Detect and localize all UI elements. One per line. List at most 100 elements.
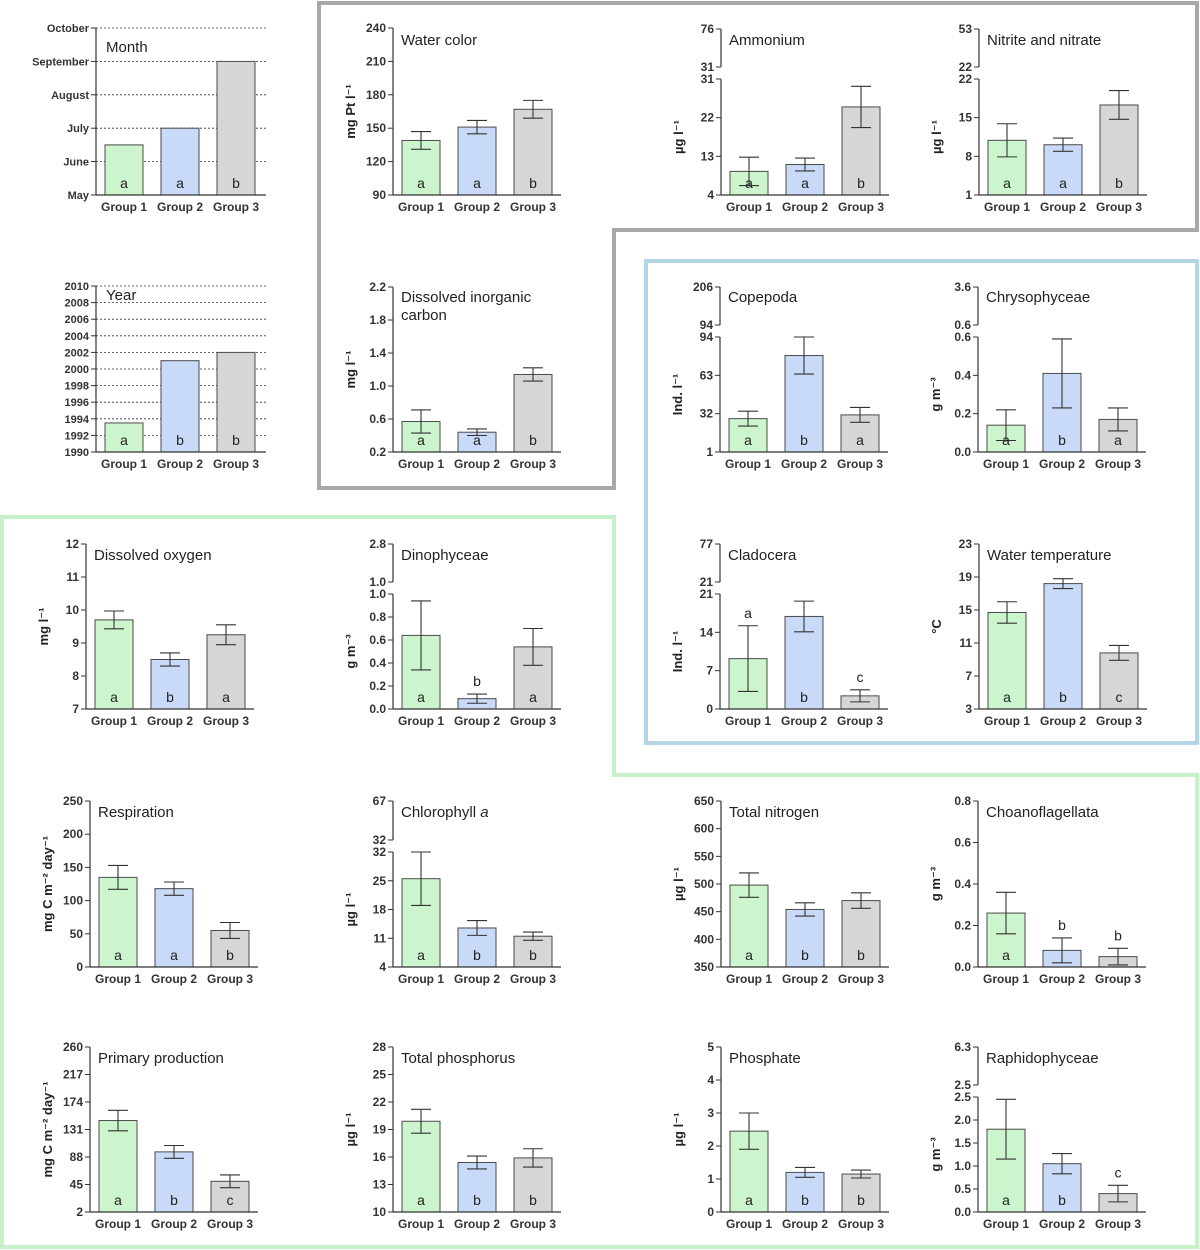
y-tick-label: 500 xyxy=(694,877,714,891)
y-tick-label: 1.4 xyxy=(369,346,386,360)
chart-total-nitrogen: a Group 1 b Group 2 b Group 3 350 400 450 500 550 6… xyxy=(671,794,889,986)
significance-letter: a xyxy=(1114,432,1122,448)
significance-letter: a xyxy=(856,432,864,448)
y-tick-label: 45 xyxy=(70,1178,84,1192)
x-tick-label: Group 3 xyxy=(510,972,556,986)
bar-3 xyxy=(513,108,553,196)
y-tick-label: 10 xyxy=(373,1205,387,1219)
bar-3 xyxy=(210,929,250,968)
bar-3 xyxy=(1099,652,1139,710)
x-tick-label: Group 3 xyxy=(213,200,259,214)
x-tick-label: Group 2 xyxy=(454,200,500,214)
significance-letter: b xyxy=(1058,917,1066,933)
significance-letter: a xyxy=(745,1192,753,1208)
y-tick-label: 174 xyxy=(63,1095,83,1109)
significance-letter: a xyxy=(1003,175,1011,191)
x-tick-label: Group 1 xyxy=(398,714,444,728)
significance-letter: a xyxy=(744,605,752,621)
y-tick-label: 0.2 xyxy=(954,407,971,421)
y-tick-label: 11 xyxy=(373,931,386,945)
y-tick-label: 2.5 xyxy=(954,1078,971,1092)
x-tick-label: Group 2 xyxy=(782,1217,828,1231)
chart-water-color: a Group 1 a Group 2 b Group 3 90 120 150 180 210 24… xyxy=(343,21,561,214)
y-tick-label: 1998 xyxy=(65,381,89,393)
significance-letter: a xyxy=(417,175,425,191)
significance-letter: a xyxy=(176,175,184,191)
chart-primary-production: a Group 1 b Group 2 c Group 3 2 45 88 131 174 217 26… xyxy=(40,1040,258,1231)
x-tick-label: Group 2 xyxy=(454,1217,500,1231)
significance-letter: a xyxy=(1059,175,1067,191)
y-axis-label: Ind. l⁻¹ xyxy=(670,374,685,416)
chart-respiration: a Group 1 a Group 2 b Group 3 0 50 100 150 200 250 R… xyxy=(40,794,258,986)
x-tick-label: Group 3 xyxy=(510,200,556,214)
y-tick-label: 1.0 xyxy=(369,587,386,601)
y-tick-label: 120 xyxy=(366,155,386,169)
bar-2 xyxy=(160,127,200,196)
y-tick-label: 150 xyxy=(63,860,83,874)
y-tick-label: 0.4 xyxy=(369,656,386,670)
significance-letter: a xyxy=(120,175,128,191)
y-tick-label: 217 xyxy=(63,1068,83,1082)
y-tick-label: 4 xyxy=(707,188,714,202)
bar-1 xyxy=(729,884,769,968)
significance-letter: b xyxy=(857,175,865,191)
significance-letter: a xyxy=(417,432,425,448)
significance-letter: b xyxy=(857,1192,865,1208)
significance-letter: b xyxy=(473,947,481,963)
y-tick-label: 22 xyxy=(701,111,715,125)
x-tick-label: Group 3 xyxy=(207,1217,253,1231)
chart-nitrite-nitrate: a Group 1 a Group 2 b Group 3 1 8 15 22 53 22 Nitrit… xyxy=(929,22,1147,214)
x-tick-label: Group 1 xyxy=(101,200,147,214)
x-tick-label: Group 3 xyxy=(838,1217,884,1231)
y-axis-label: µg l⁻¹ xyxy=(671,867,686,901)
chart-month: a Group 1 a Group 2 b Group 3 May June July Augus… xyxy=(32,23,266,214)
chart-copepoda: a Group 1 b Group 2 a Group 3 1 32 63 94 206 94 Cope… xyxy=(670,280,888,471)
chart-title-line: Dissolved inorganic xyxy=(401,289,532,306)
x-tick-label: Group 3 xyxy=(838,972,884,986)
x-tick-label: Group 2 xyxy=(781,457,827,471)
significance-letter: a xyxy=(417,1192,425,1208)
bar-1 xyxy=(98,1120,138,1213)
significance-letter: a xyxy=(1002,1192,1010,1208)
y-tick-label: 63 xyxy=(700,368,714,382)
significance-letter: b xyxy=(226,947,234,963)
x-tick-label: Group 3 xyxy=(837,457,883,471)
x-tick-label: Group 2 xyxy=(1040,200,1086,214)
chart-title: Chlorophyll a xyxy=(401,804,489,821)
y-tick-label: 18 xyxy=(373,903,387,917)
y-tick-label: 28 xyxy=(373,1040,387,1054)
chart-phosphate: a Group 1 b Group 2 b Group 3 0 1 2 3 4 5 Phosphate µ… xyxy=(671,1040,889,1231)
y-tick-label: 31 xyxy=(701,72,715,86)
y-tick-label: 550 xyxy=(694,849,714,863)
chart-ammonium: a Group 1 a Group 2 b Group 3 4 13 22 31 76 31 Ammon… xyxy=(671,22,889,214)
bar-3 xyxy=(841,900,881,968)
x-tick-label: Group 3 xyxy=(510,714,556,728)
y-tick-label: 0.8 xyxy=(369,610,386,624)
x-tick-label: Group 3 xyxy=(510,1217,556,1231)
chart-title: Primary production xyxy=(98,1050,224,1067)
chart-title: Total phosphorus xyxy=(401,1050,515,1067)
significance-letter: b xyxy=(176,432,184,448)
bar-3 xyxy=(513,935,553,968)
y-tick-label: 5 xyxy=(707,1040,714,1054)
y-axis-label: °C xyxy=(929,619,944,634)
y-tick-label: 1.5 xyxy=(954,1136,971,1150)
x-tick-label: Group 1 xyxy=(984,714,1030,728)
chart-title: Cladocera xyxy=(728,547,797,564)
x-tick-label: Group 3 xyxy=(1096,714,1142,728)
significance-letter: c xyxy=(227,1192,234,1208)
y-axis-label: µg l⁻¹ xyxy=(929,120,944,154)
x-tick-label: Group 2 xyxy=(1039,1217,1085,1231)
y-tick-label: 150 xyxy=(366,121,386,135)
y-tick-label: 1.8 xyxy=(369,313,386,327)
significance-letter: b xyxy=(857,947,865,963)
x-tick-label: Group 2 xyxy=(151,1217,197,1231)
significance-letter: a xyxy=(1002,947,1010,963)
significance-letter: b xyxy=(801,947,809,963)
y-tick-label: 260 xyxy=(63,1040,83,1054)
bar-2 xyxy=(160,360,200,453)
significance-letter: b xyxy=(170,1192,178,1208)
chart-title: Water temperature xyxy=(987,547,1112,564)
x-tick-label: Group 3 xyxy=(838,200,884,214)
x-tick-label: Group 2 xyxy=(1039,972,1085,986)
